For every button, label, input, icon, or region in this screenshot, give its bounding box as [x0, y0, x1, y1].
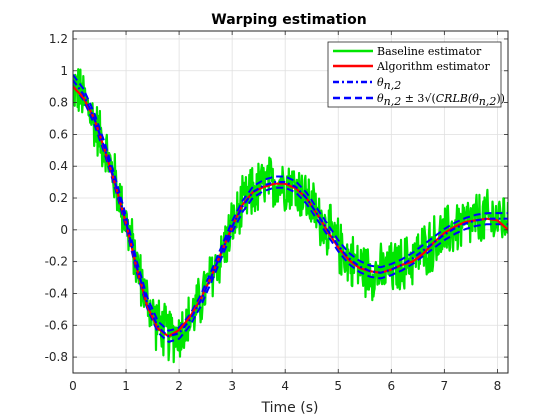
y-tick-label: 1: [60, 64, 68, 78]
y-tick-label: 0.8: [49, 96, 68, 110]
x-tick-label: 3: [228, 379, 236, 393]
y-tick-label: -0.6: [45, 318, 68, 332]
legend-crlb-fn-sub: n,2: [479, 95, 497, 108]
legend-theta-subscript: n,2: [384, 79, 402, 92]
legend-label-baseline: Baseline estimator: [377, 45, 482, 58]
series-layer: [73, 68, 508, 364]
x-tick-label: 4: [281, 379, 289, 393]
y-tick-label: -0.2: [45, 255, 68, 269]
legend-crlb-theta: θ: [377, 92, 384, 105]
series-theta: [73, 79, 508, 338]
y-tick-label: 0: [60, 223, 68, 237]
x-tick-label: 2: [175, 379, 183, 393]
series-crlb-upper: [73, 74, 508, 332]
y-tick-label: 0.2: [49, 191, 68, 205]
chart-title: Warping estimation: [211, 12, 366, 28]
x-tick-label: 0: [69, 379, 77, 393]
x-tick-label: 1: [122, 379, 130, 393]
legend: Baseline estimator Algorithm estimator θ…: [327, 41, 505, 108]
x-tick-label: 8: [494, 379, 502, 393]
y-tick-label: -0.4: [45, 286, 68, 300]
y-tick-labels: -0.8 -0.6 -0.4 -0.2 0 0.2 0.4 0.6 0.8 1 1.2: [45, 32, 68, 364]
x-tick-label: 5: [334, 379, 342, 393]
x-tick-labels: 0 1 2 3 4 5 6 7 8: [69, 379, 501, 393]
x-axis-label: Time (s): [261, 400, 319, 416]
series-baseline-estimator: [73, 68, 508, 364]
legend-label-crlb-band: θn,2 ± 3√(CRLB(θn,2)): [377, 92, 505, 108]
legend-crlb-theta-sub: n,2: [384, 95, 402, 108]
legend-label-theta: θn,2: [377, 76, 401, 92]
y-tick-label: 0.4: [49, 159, 68, 173]
legend-theta-symbol: θ: [377, 76, 384, 89]
legend-crlb-pm: ± 3: [401, 92, 424, 105]
x-tick-label: 6: [387, 379, 395, 393]
x-tick-label: 7: [441, 379, 449, 393]
plot-frame: [72, 30, 509, 374]
ticks: [72, 31, 508, 373]
legend-box: [327, 41, 502, 108]
series-crlb-lower: [73, 85, 508, 343]
y-tick-label: 1.2: [49, 32, 68, 46]
legend-crlb-sqrt: √(: [424, 92, 435, 105]
legend-label-algorithm: Algorithm estimator: [376, 60, 490, 73]
y-tick-label: 0.6: [49, 127, 68, 141]
y-tick-label: -0.8: [45, 350, 68, 364]
legend-crlb-fn: CRLB(θ: [436, 92, 479, 105]
legend-crlb-fn-close: )): [496, 92, 505, 105]
